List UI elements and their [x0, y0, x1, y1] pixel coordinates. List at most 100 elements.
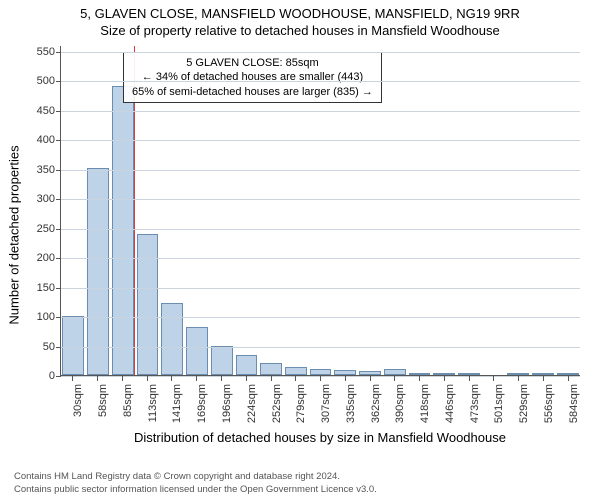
y-tick-label: 100	[37, 311, 55, 323]
x-tick-mark	[543, 376, 544, 381]
x-tick: 362sqm	[357, 376, 382, 424]
x-tick-mark	[246, 376, 247, 381]
x-tick-label: 307sqm	[320, 384, 332, 423]
x-tick-label: 556sqm	[543, 384, 555, 423]
x-tick: 335sqm	[332, 376, 357, 424]
bar-slot	[432, 46, 457, 375]
x-tick-mark	[221, 376, 222, 381]
x-tick-label: 335sqm	[345, 384, 357, 423]
x-tick-label: 224sqm	[246, 384, 258, 423]
x-tick-mark	[419, 376, 420, 381]
annotation-line: 65% of semi-detached houses are larger (…	[132, 85, 373, 99]
footer-text: Contains HM Land Registry data © Crown c…	[14, 471, 377, 496]
x-tick: 279sqm	[283, 376, 308, 424]
x-axis-label: Distribution of detached houses by size …	[60, 430, 580, 445]
x-tick-label: 196sqm	[221, 384, 233, 423]
x-tick: 473sqm	[456, 376, 481, 424]
x-tick: 307sqm	[308, 376, 333, 424]
x-tick-label: 446sqm	[444, 384, 456, 423]
bar	[409, 373, 431, 375]
footer-line-1: Contains HM Land Registry data © Crown c…	[14, 471, 377, 483]
plot-area: 5 GLAVEN CLOSE: 85sqm← 34% of detached h…	[60, 46, 580, 376]
x-tick-mark	[345, 376, 346, 381]
x-tick-mark	[122, 376, 123, 381]
y-tick-mark	[56, 317, 61, 318]
x-tick: 529sqm	[506, 376, 531, 424]
bar	[310, 369, 332, 375]
x-tick-label: 85sqm	[122, 384, 134, 417]
annotation-line: ← 34% of detached houses are smaller (44…	[132, 70, 373, 84]
x-tick-mark	[370, 376, 371, 381]
gridline	[61, 288, 580, 289]
x-tick-mark	[72, 376, 73, 381]
x-tick-mark	[444, 376, 445, 381]
bar-slot	[407, 46, 432, 375]
bar	[186, 327, 208, 375]
bar	[137, 234, 159, 375]
y-tick-mark	[56, 288, 61, 289]
bar	[359, 371, 381, 375]
x-tick-label: 30sqm	[72, 384, 84, 417]
gridline	[61, 258, 580, 259]
x-tick-mark	[295, 376, 296, 381]
chart-subtitle: Size of property relative to detached ho…	[0, 21, 600, 38]
x-tick: 169sqm	[184, 376, 209, 424]
y-tick-mark	[56, 140, 61, 141]
x-tick-mark	[196, 376, 197, 381]
x-tick: 418sqm	[407, 376, 432, 424]
gridline	[61, 111, 580, 112]
bar-slot	[86, 46, 111, 375]
gridline	[61, 140, 580, 141]
footer-line-2: Contains public sector information licen…	[14, 484, 377, 496]
y-tick-mark	[56, 347, 61, 348]
y-tick-label: 150	[37, 282, 55, 294]
y-tick-label: 200	[37, 252, 55, 264]
chart-title: 5, GLAVEN CLOSE, MANSFIELD WOODHOUSE, MA…	[0, 0, 600, 21]
gridline	[61, 52, 580, 53]
x-tick: 196sqm	[209, 376, 234, 424]
gridline	[61, 317, 580, 318]
y-tick-mark	[56, 81, 61, 82]
x-tick-label: 279sqm	[295, 384, 307, 423]
chart-area: Number of detached properties 5 GLAVEN C…	[60, 46, 580, 424]
x-tick-mark	[271, 376, 272, 381]
bar-slot	[531, 46, 556, 375]
bar	[211, 346, 233, 375]
bar	[384, 369, 406, 375]
bar	[62, 316, 84, 375]
gridline	[61, 347, 580, 348]
annotation-line: 5 GLAVEN CLOSE: 85sqm	[132, 56, 373, 70]
y-tick-mark	[56, 229, 61, 230]
chart-container: 5, GLAVEN CLOSE, MANSFIELD WOODHOUSE, MA…	[0, 0, 600, 500]
x-tick-mark	[518, 376, 519, 381]
y-tick-mark	[56, 111, 61, 112]
x-tick-label: 584sqm	[568, 384, 580, 423]
gridline	[61, 229, 580, 230]
bar	[334, 370, 356, 375]
bar	[285, 367, 307, 375]
x-tick-mark	[394, 376, 395, 381]
x-tick-mark	[97, 376, 98, 381]
bar-slot	[61, 46, 86, 375]
x-tick: 584sqm	[555, 376, 580, 424]
bar	[260, 363, 282, 375]
x-tick-label: 529sqm	[518, 384, 530, 423]
x-tick-label: 113sqm	[147, 384, 159, 422]
bar	[236, 355, 258, 375]
y-tick-label: 450	[37, 105, 55, 117]
x-tick-mark	[320, 376, 321, 381]
y-tick-mark	[56, 170, 61, 171]
bar-slot	[555, 46, 580, 375]
y-tick-mark	[56, 52, 61, 53]
bar-slot	[457, 46, 482, 375]
y-tick-label: 350	[37, 164, 55, 176]
x-tick-mark	[147, 376, 148, 381]
bar	[161, 303, 183, 375]
x-tick-mark	[568, 376, 569, 381]
x-tick-mark	[469, 376, 470, 381]
y-tick-label: 400	[37, 134, 55, 146]
x-tick: 113sqm	[134, 376, 159, 424]
y-tick-label: 500	[37, 75, 55, 87]
x-tick: 141sqm	[159, 376, 184, 424]
bar	[458, 373, 480, 375]
